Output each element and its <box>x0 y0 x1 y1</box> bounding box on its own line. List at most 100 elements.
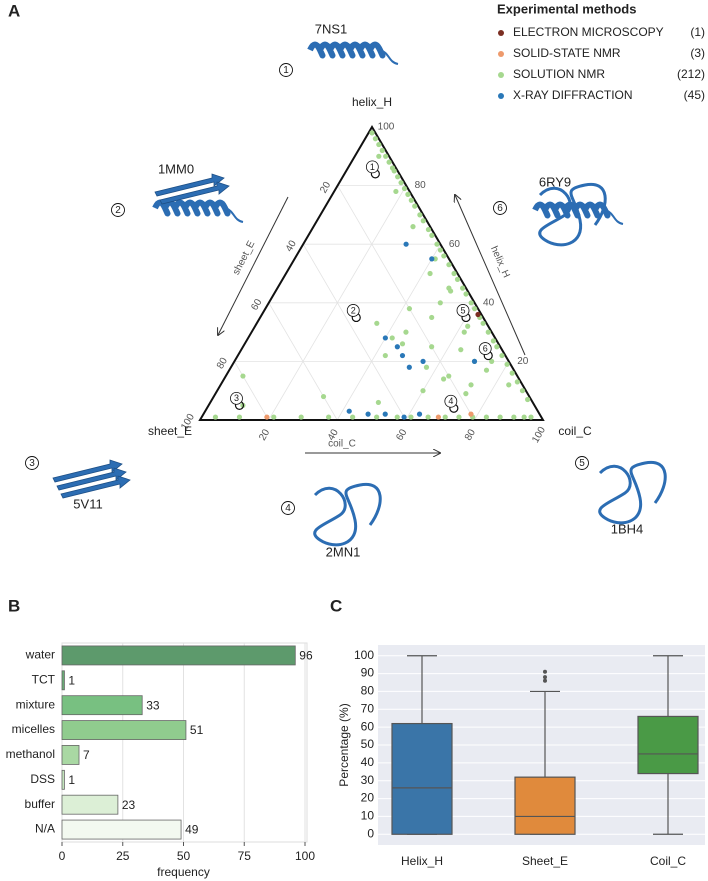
data-point <box>494 344 500 350</box>
y-tick-label: 80 <box>361 684 375 698</box>
structure-number: 3 <box>29 458 35 469</box>
data-point <box>446 373 452 379</box>
data-point <box>365 411 371 417</box>
data-point <box>429 256 435 262</box>
data-point <box>386 159 392 165</box>
data-point <box>454 276 461 282</box>
data-point <box>382 352 388 359</box>
y-tick-label: 100 <box>354 648 374 662</box>
x-tick-label: 0 <box>59 849 66 863</box>
marker-number: 1 <box>370 162 375 172</box>
x-tick-label: 75 <box>238 849 252 863</box>
axis-arrow <box>218 196 289 335</box>
data-point <box>398 180 404 186</box>
data-point <box>437 300 443 306</box>
data-point <box>375 399 381 406</box>
x-tick-label: Coil_C <box>650 854 686 868</box>
data-point <box>391 168 397 174</box>
data-point <box>408 197 414 203</box>
structure-image <box>532 182 624 247</box>
bar-label: 1 <box>68 773 75 787</box>
structure-number: 2 <box>115 205 121 216</box>
structure-id: 5V11 <box>73 496 102 511</box>
bar-label: 49 <box>185 823 199 837</box>
tick-label: 60 <box>249 297 264 313</box>
structure-image <box>307 41 399 65</box>
legend-label: SOLID-STATE NMR <box>513 46 621 60</box>
data-point <box>499 352 505 359</box>
bar <box>61 819 182 840</box>
data-point <box>408 414 414 420</box>
structure-number-ring <box>25 456 39 470</box>
box <box>637 715 699 775</box>
data-point <box>369 130 375 136</box>
structure-number: 1 <box>283 65 289 76</box>
structure-coil <box>538 182 607 247</box>
y-tick-label: TCT <box>32 672 56 686</box>
y-tick-label: micelles <box>12 722 55 736</box>
axis-label: sheet_E <box>148 424 192 438</box>
y-tick-label: 30 <box>361 773 375 787</box>
data-point <box>435 414 441 420</box>
marker-number: 5 <box>460 305 465 315</box>
arrow-label: coil_C <box>328 439 356 450</box>
tick-label: 100 <box>530 425 548 445</box>
panel-label: B <box>8 596 20 615</box>
data-point <box>425 414 431 420</box>
x-tick-label: 25 <box>116 849 130 863</box>
bar <box>61 794 119 815</box>
data-point <box>379 147 385 154</box>
legend-label: X-RAY DIFFRACTION <box>513 88 633 102</box>
data-point <box>420 358 426 364</box>
data-point <box>376 153 382 159</box>
legend-marker <box>498 93 504 99</box>
structure-coil <box>598 460 667 525</box>
y-tick-label: N/A <box>35 822 55 836</box>
data-point <box>465 323 471 329</box>
data-point <box>463 291 469 297</box>
data-point <box>374 320 380 326</box>
data-point <box>320 393 327 400</box>
data-point <box>383 153 389 159</box>
structure-number: 5 <box>579 458 585 469</box>
panel-label: A <box>8 1 20 20</box>
data-point <box>521 414 527 420</box>
y-tick-label: buffer <box>25 797 55 811</box>
data-point <box>429 344 435 350</box>
structure-image <box>598 460 667 525</box>
marker-number: 3 <box>234 393 239 403</box>
structure-number: 4 <box>285 503 291 514</box>
bar <box>61 695 143 716</box>
data-point <box>416 411 423 417</box>
data-point <box>497 414 503 420</box>
y-tick-label: 90 <box>361 666 375 680</box>
data-point <box>423 364 430 370</box>
data-point <box>514 379 520 385</box>
data-point <box>401 185 408 192</box>
data-point <box>471 358 478 364</box>
structure-id: 6RY9 <box>539 174 571 189</box>
data-point <box>406 364 412 370</box>
data-point <box>434 241 440 247</box>
structure-id: 1MM0 <box>158 161 194 176</box>
data-point <box>437 247 443 253</box>
legend-count: (1) <box>690 25 705 39</box>
x-tick-label: Helix_H <box>401 854 443 868</box>
legend-marker <box>498 72 504 78</box>
data-point <box>480 320 486 326</box>
arrow-label: helix_H <box>488 245 512 280</box>
y-axis-label: Percentage (%) <box>337 703 351 786</box>
tick-label: 20 <box>257 427 272 443</box>
y-tick-label: methanol <box>6 747 55 761</box>
y-tick-label: 40 <box>361 755 375 769</box>
structure-number-ring <box>575 456 589 470</box>
legend-label: SOLUTION NMR <box>513 67 605 81</box>
data-point <box>485 329 491 335</box>
y-tick-label: 0 <box>367 826 374 840</box>
data-point <box>405 191 411 197</box>
structure-strand <box>56 467 127 491</box>
data-point <box>509 370 515 376</box>
data-point <box>511 414 517 420</box>
bar <box>61 670 65 691</box>
